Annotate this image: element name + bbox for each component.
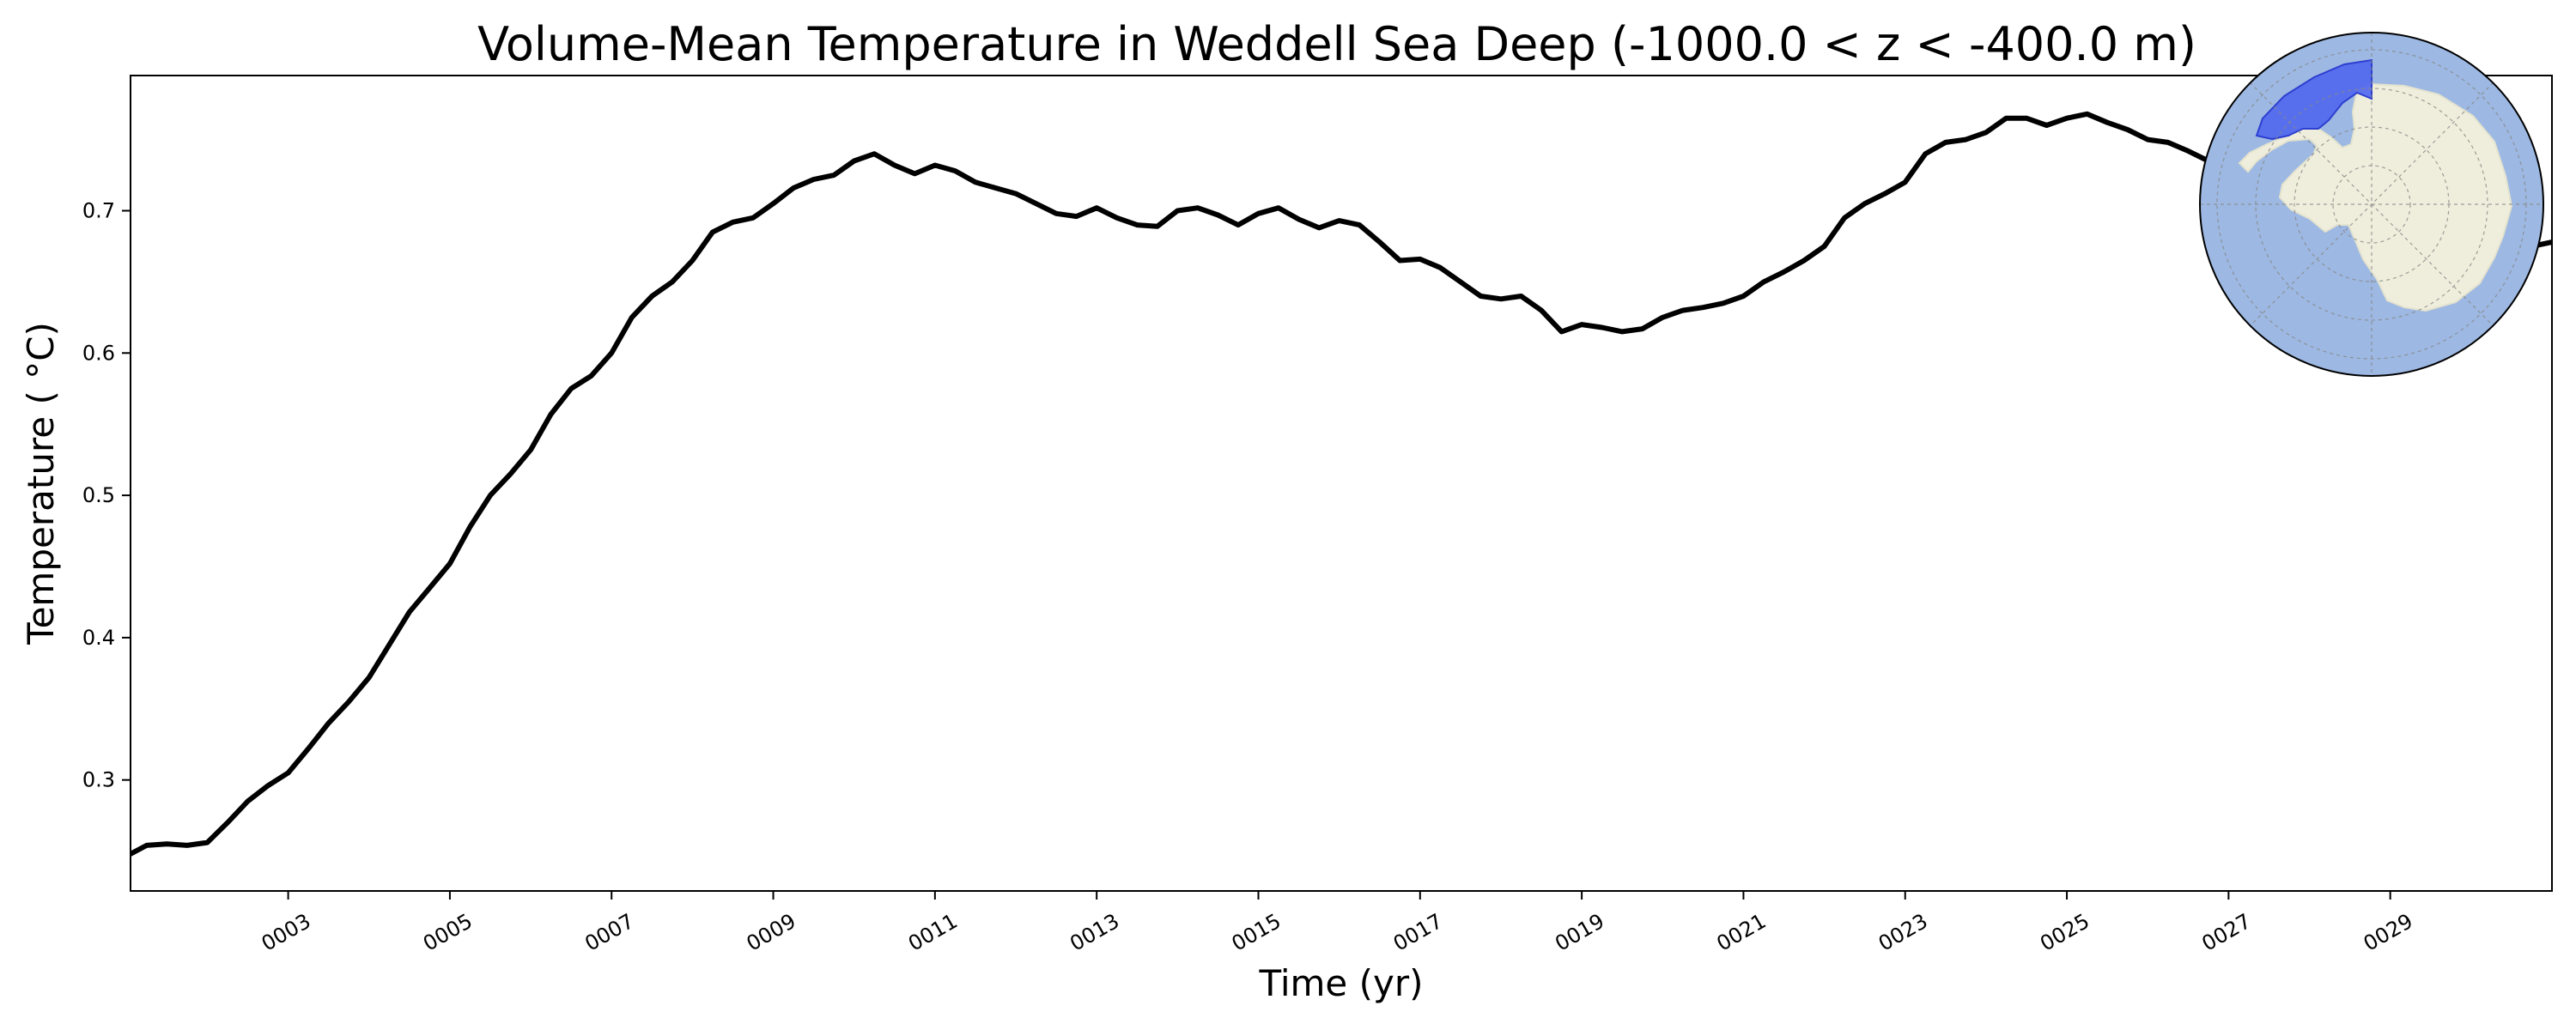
plot-area-frame [130,75,2553,892]
map-border [2199,32,2544,377]
y-tick-label: 0.5 [82,483,115,507]
y-axis: 0.3 0.4 0.5 0.6 0.7 [82,199,131,792]
y-axis-label: Temperature ( °C) [20,322,62,645]
x-tick-label: 0015 [1228,909,1285,956]
x-tick-label: 0023 [1874,909,1932,956]
y-tick-label: 0.7 [82,199,115,223]
x-tick-label: 0019 [1551,909,1608,956]
x-tick-label: 0003 [258,909,315,956]
south-polar-map-inset [2199,32,2544,377]
y-tick-label: 0.3 [82,768,115,792]
y-tick-label: 0.6 [82,341,115,365]
x-tick-label: 0027 [2197,909,2255,956]
weddell-sea-region [2255,58,2372,141]
x-tick-label: 0009 [743,909,800,956]
x-tick-label: 0017 [1389,909,1447,956]
y-tick-label: 0.4 [82,626,115,650]
map-gridlines [2200,33,2543,376]
x-tick-label: 0013 [1066,909,1123,956]
series-line [131,111,2552,857]
chart-title: Volume-Mean Temperature in Weddell Sea D… [477,17,2196,71]
x-axis: 0003 0005 0007 0009 0011 0013 0015 0017 0019 0021… [258,891,2417,956]
x-tick-label: 0011 [904,909,962,956]
x-tick-label: 0005 [419,909,477,956]
x-tick-label: 0021 [1713,909,1771,956]
x-tick-label: 0029 [2360,909,2417,956]
x-tick-label: 0007 [580,909,638,956]
x-tick-label: 0025 [2036,909,2093,956]
x-axis-label: Time (yr) [1258,962,1423,1004]
